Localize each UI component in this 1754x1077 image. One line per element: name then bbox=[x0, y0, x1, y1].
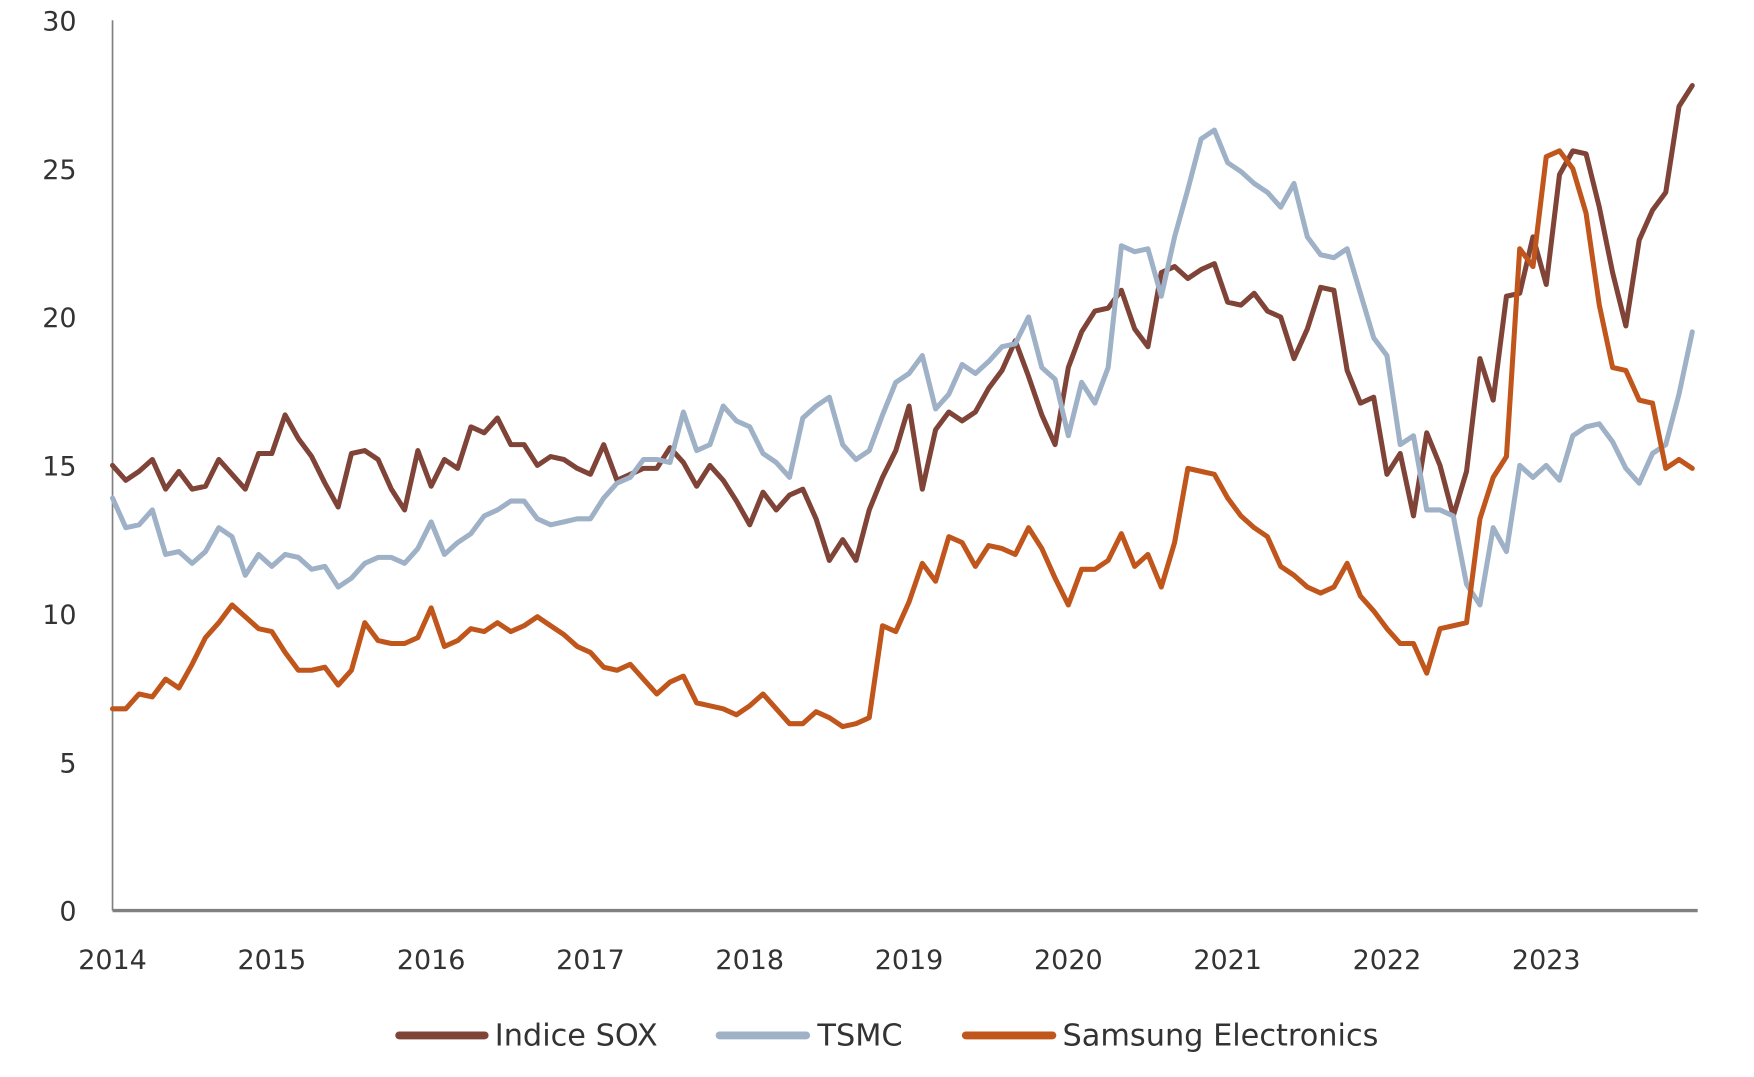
legend-label-sox: Indice SOX bbox=[495, 1019, 658, 1054]
x-tick-label: 2022 bbox=[1353, 945, 1422, 976]
y-tick-label: 0 bbox=[59, 897, 76, 928]
x-tick-label: 2016 bbox=[397, 945, 466, 976]
x-tick-label: 2023 bbox=[1512, 945, 1581, 976]
x-tick-label: 2021 bbox=[1193, 945, 1262, 976]
legend: Indice SOX TSMC Samsung Electronics bbox=[395, 1019, 1378, 1054]
legend-label-samsung: Samsung Electronics bbox=[1062, 1019, 1378, 1054]
y-tick-label: 20 bbox=[42, 303, 76, 334]
x-tick-label: 2014 bbox=[78, 945, 147, 976]
y-axis-ticks: 0 5 10 15 20 25 30 bbox=[42, 6, 76, 927]
y-tick-label: 5 bbox=[59, 748, 76, 779]
series-line-samsung bbox=[110, 148, 1695, 730]
legend-label-tsmc: TSMC bbox=[816, 1019, 902, 1054]
legend-item-sox: Indice SOX bbox=[395, 1019, 658, 1054]
legend-item-tsmc: TSMC bbox=[715, 1019, 903, 1054]
y-tick-label: 15 bbox=[42, 452, 76, 483]
series-line-tsmc bbox=[110, 127, 1695, 608]
x-tick-label: 2020 bbox=[1034, 945, 1103, 976]
series-line-sox bbox=[110, 83, 1695, 563]
x-tick-label: 2017 bbox=[556, 945, 625, 976]
y-tick-label: 30 bbox=[42, 6, 76, 37]
x-tick-label: 2015 bbox=[238, 945, 307, 976]
y-tick-label: 25 bbox=[42, 155, 76, 186]
x-tick-label: 2019 bbox=[875, 945, 944, 976]
y-tick-label: 10 bbox=[42, 600, 76, 631]
series-group bbox=[110, 83, 1695, 730]
legend-item-samsung: Samsung Electronics bbox=[961, 1019, 1378, 1054]
x-axis-ticks: 2014 2015 2016 2017 2018 2019 2020 2021 2022 2023 bbox=[78, 945, 1580, 976]
x-tick-label: 2018 bbox=[715, 945, 784, 976]
